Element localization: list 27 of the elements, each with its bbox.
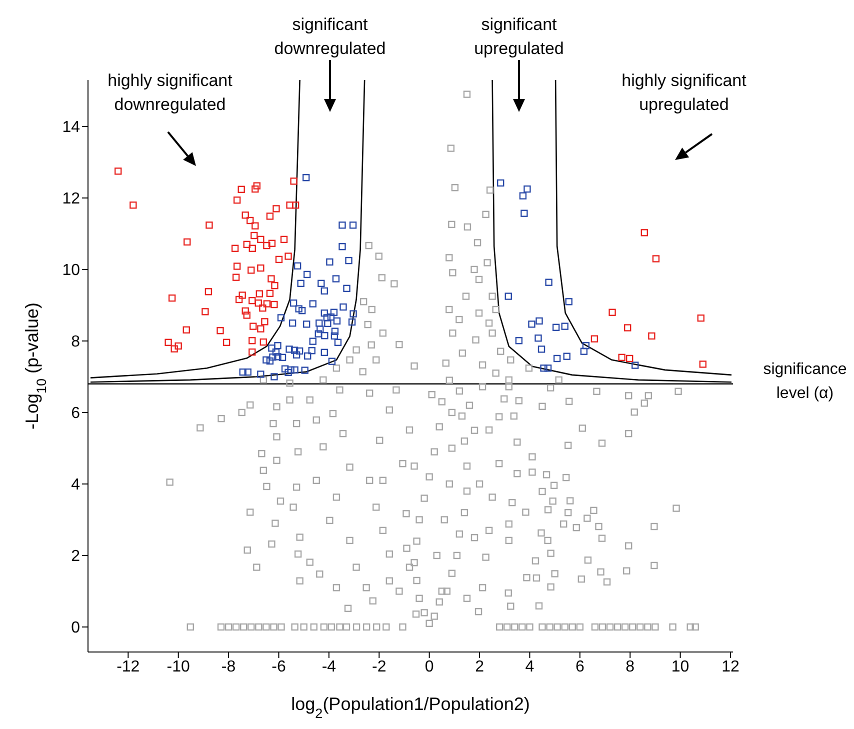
y-tick-label: 14 [62,119,80,136]
x-axis-title: log$_{2}$(Population1/Population2) [291,694,530,720]
y-tick-label: 10 [62,262,80,280]
text: significant downregulated [274,15,386,58]
y-tick-label: 8 [71,334,80,351]
x-tick-label: 2 [475,658,484,676]
x-tick-label: -6 [272,658,286,676]
y-tick-label: 6 [71,405,80,422]
y-tick-label: 4 [71,476,80,494]
y-tick-label: 2 [71,548,80,566]
x-tick-label: -12 [116,658,140,676]
x-tick-label: 0 [424,658,434,676]
x-tick-label: -10 [166,658,190,676]
x-tick-label: -4 [322,658,336,676]
x-tick-label: 6 [575,658,584,676]
x-tick-label: 4 [525,658,534,676]
x-tick-label: 12 [722,658,740,676]
y-tick-label: 12 [62,190,80,208]
annotation: highly significant downregulated [108,71,233,114]
x-tick-label: 8 [626,658,635,676]
y-tick-label: 0 [71,620,80,637]
text: significant upregulated [474,15,564,58]
annotation: highly significant upregulated [622,71,747,114]
x-tick-label: -2 [372,658,386,676]
x-tick-label: -8 [221,658,236,676]
x-tick-label: 10 [671,658,690,676]
ref-line-label: significance level (α) [763,360,847,402]
